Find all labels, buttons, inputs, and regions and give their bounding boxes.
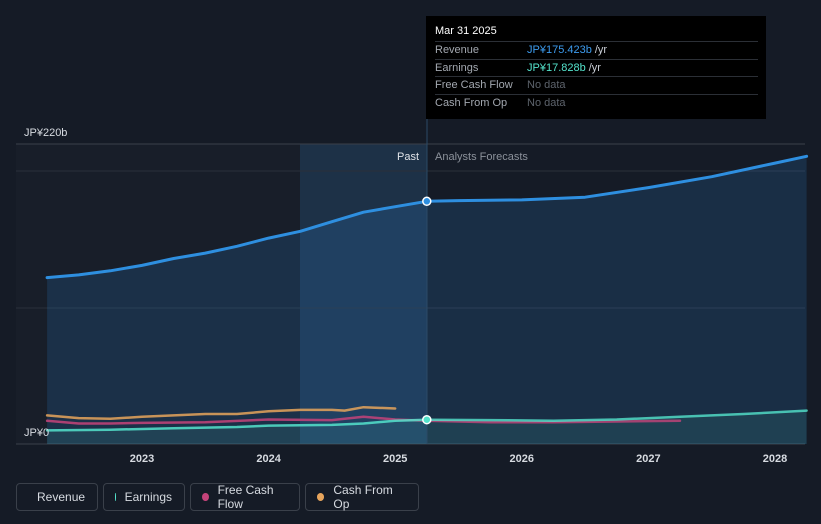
earnings-marker	[422, 414, 432, 425]
tooltip-value: No data	[527, 79, 566, 92]
tooltip-value: JP¥17.828b	[527, 61, 586, 74]
earnings-line	[45, 418, 429, 432]
legend-label: Free Cash Flow	[217, 483, 274, 511]
legend-item-revenue[interactable]: Revenue	[16, 483, 98, 511]
x-tick-label: 2026	[510, 453, 534, 465]
legend-item-cash-from-op[interactable]: Cash From Op	[305, 483, 419, 511]
legend-label: Revenue	[37, 490, 86, 504]
x-tick-label: 2023	[130, 453, 154, 465]
legend-item-earnings[interactable]: Earnings	[103, 483, 185, 511]
free-cash-flow-line	[45, 415, 429, 425]
cash-from-op-line	[45, 405, 397, 421]
revenue-forecast-line	[425, 154, 809, 203]
legend: Revenue Earnings Free Cash Flow Cash Fro…	[16, 483, 419, 511]
tooltip-unit: /yr	[594, 44, 608, 57]
earnings-forecast-line	[425, 409, 808, 423]
tooltip-row-cash-from-op: Cash From Op No data	[435, 93, 758, 112]
tooltip-value: No data	[527, 96, 566, 109]
chart: JP¥220b JP¥0 Past Analysts Forecasts 202…	[16, 16, 809, 465]
free-cash-flow-forecast-line	[425, 419, 682, 424]
tooltip-label: Cash From Op	[435, 96, 508, 109]
tooltip-row-revenue: Revenue JP¥175.423b /yr	[435, 41, 758, 59]
y-axis-bottom-label: JP¥0	[24, 427, 49, 439]
past-label: Past	[397, 151, 419, 163]
tooltip-label: Free Cash Flow	[435, 79, 513, 92]
cash-from-op-dot-icon	[317, 493, 325, 501]
tooltip-unit: /yr	[588, 61, 601, 74]
free-cash-flow-dot-icon	[202, 493, 209, 501]
y-axis-top-label: JP¥220b	[24, 127, 67, 139]
tooltip-row-earnings: Earnings JP¥17.828b /yr	[435, 58, 758, 77]
legend-label: Cash From Op	[333, 483, 393, 511]
tooltip-row-free-cash-flow: Free Cash Flow No data	[435, 76, 758, 94]
tooltip-value: JP¥175.423b	[527, 44, 592, 57]
tooltip-label: Earnings	[435, 61, 479, 74]
highlight-band	[300, 144, 427, 444]
tooltip-label: Revenue	[435, 44, 480, 57]
x-tick-label: 2028	[763, 453, 787, 465]
tooltip: Mar 31 2025 Revenue JP¥175.423b /yr Earn…	[426, 16, 766, 119]
x-tick-label: 2027	[636, 453, 660, 465]
forecast-label: Analysts Forecasts	[435, 151, 528, 163]
x-tick-label: 2024	[256, 453, 281, 465]
x-tick-label: 2025	[383, 453, 407, 465]
legend-item-free-cash-flow[interactable]: Free Cash Flow	[190, 483, 300, 511]
legend-label: Earnings	[124, 490, 172, 504]
tooltip-date: Mar 31 2025	[435, 25, 497, 37]
revenue-line	[45, 199, 429, 280]
earnings-dot-icon	[115, 493, 116, 501]
revenue-marker	[422, 196, 432, 207]
